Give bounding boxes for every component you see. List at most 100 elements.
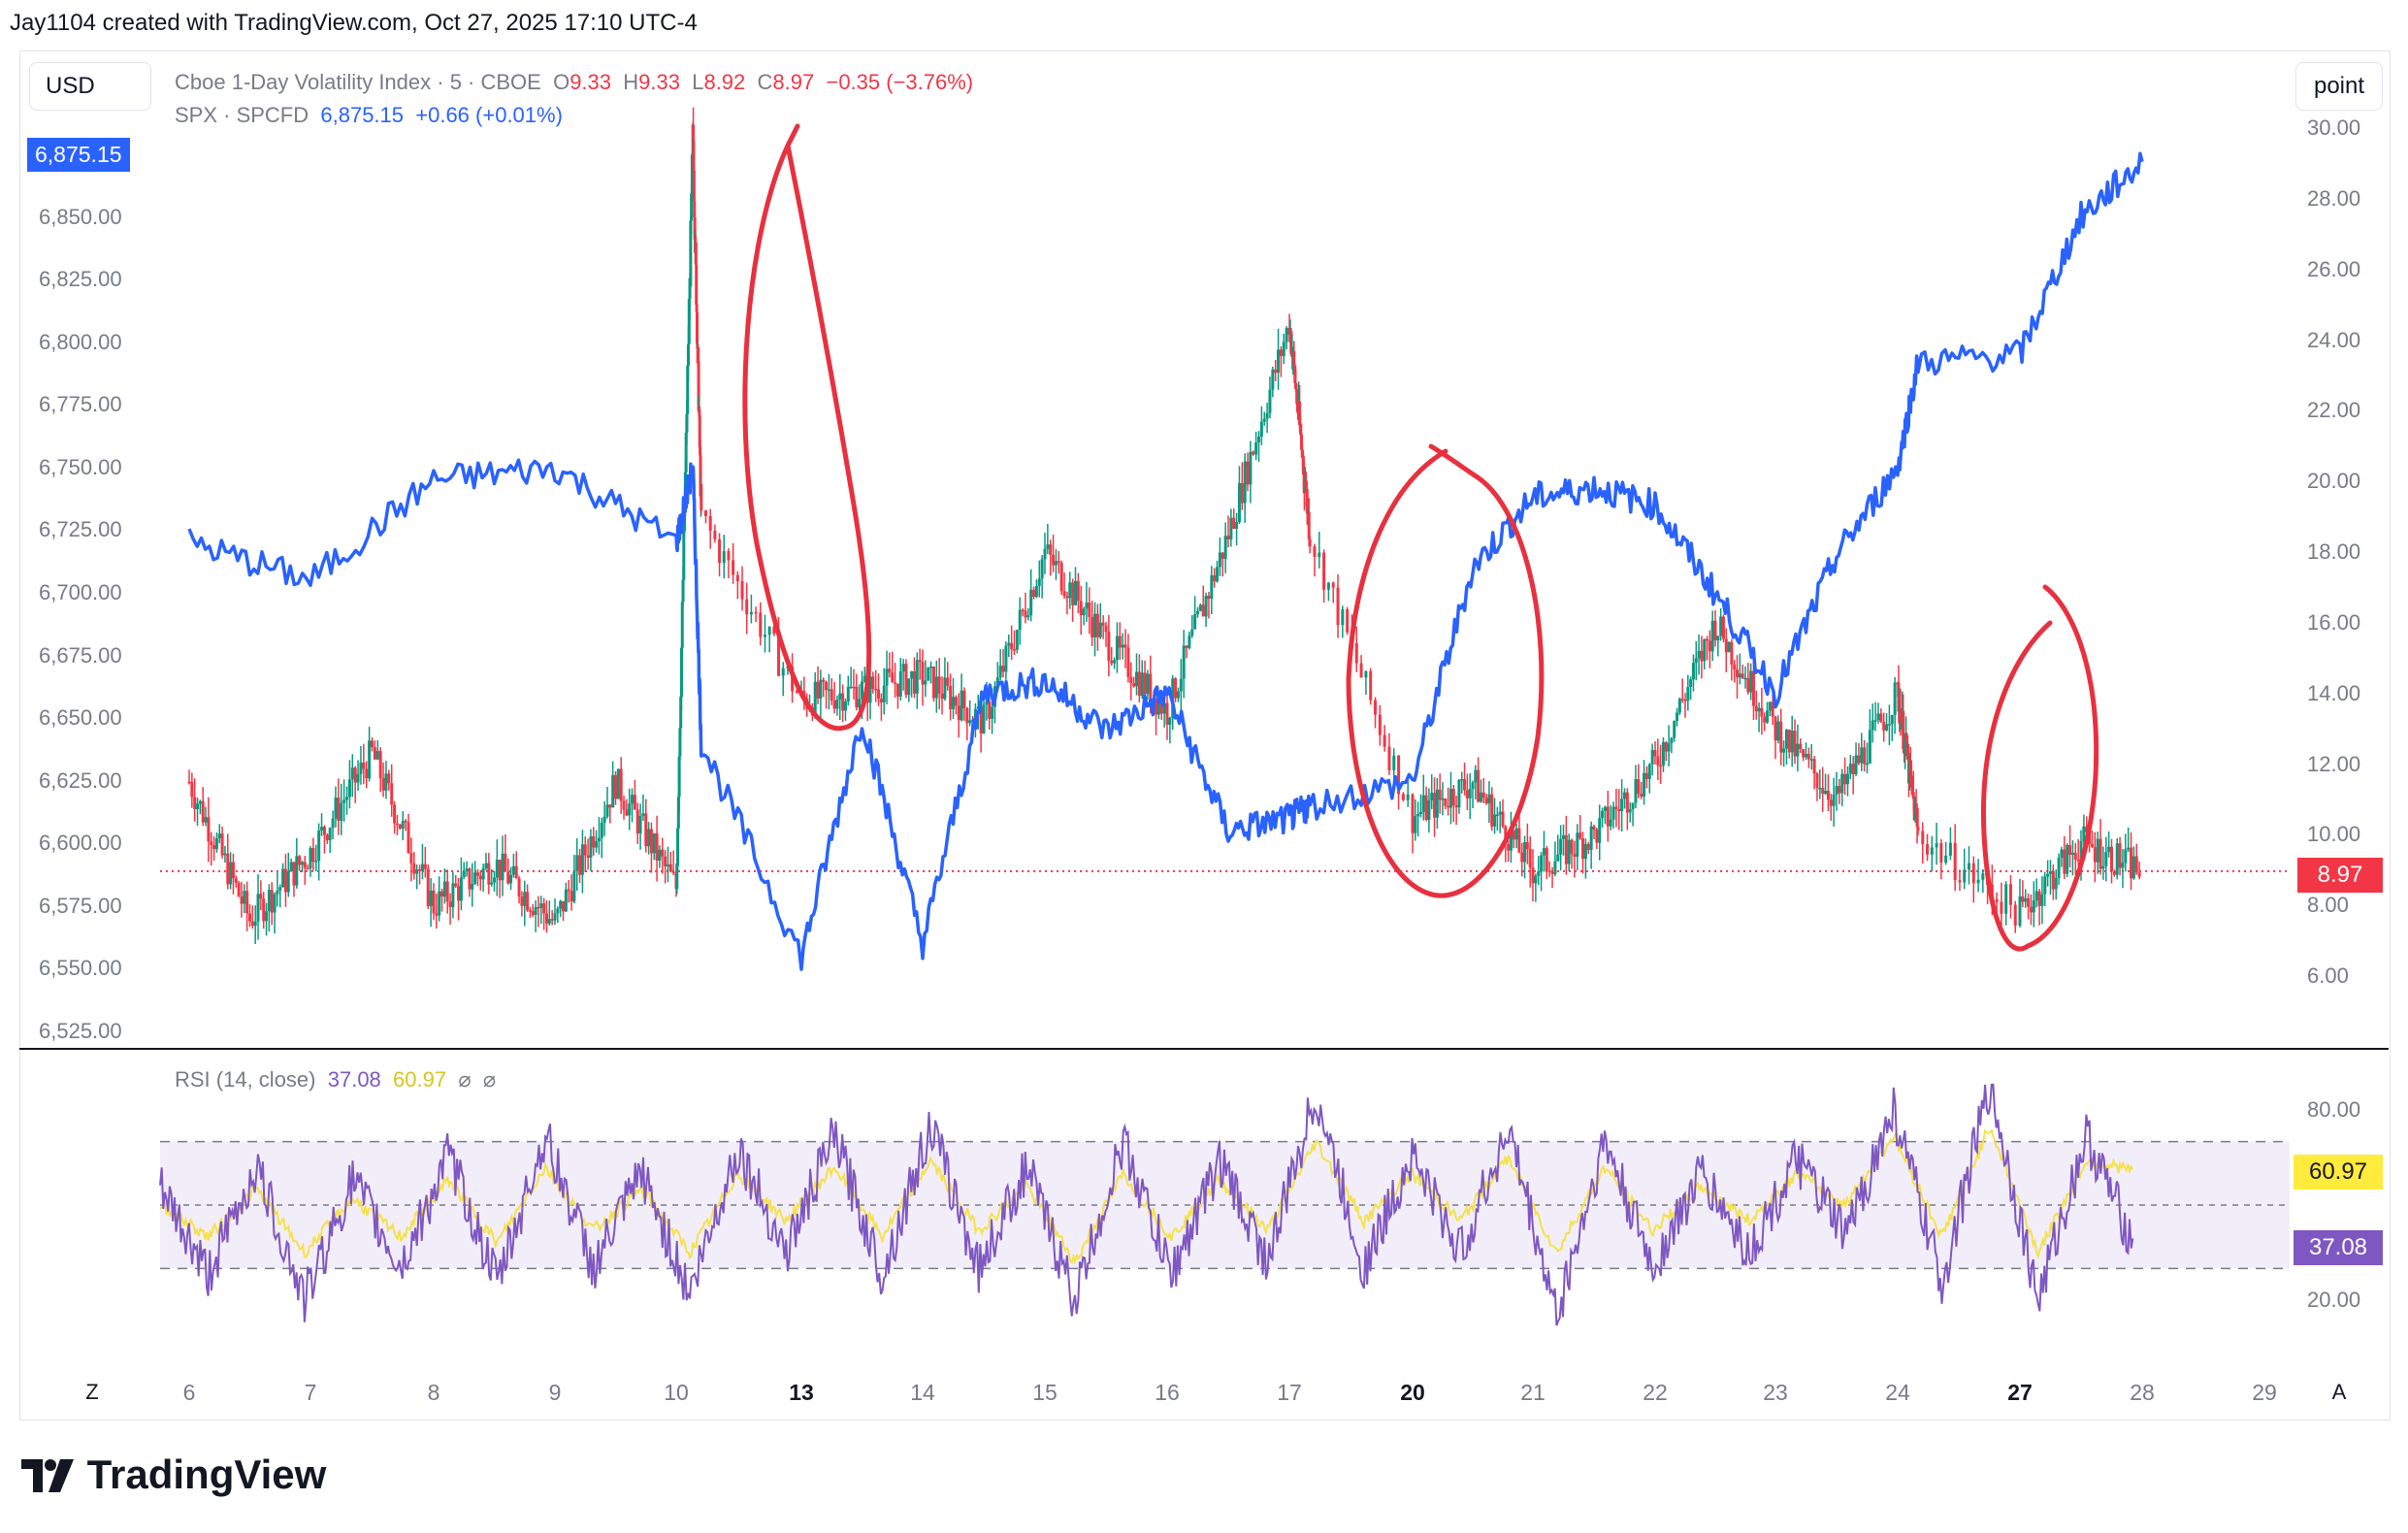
vix-candle <box>322 827 326 835</box>
vix-candle <box>1295 388 1299 405</box>
vix-candle <box>1760 707 1764 717</box>
vix-candle <box>1448 789 1452 808</box>
vix-candle <box>689 220 693 287</box>
vix-axis-tick: 26.00 <box>2307 256 2361 281</box>
vix-candles-layer <box>187 107 2141 944</box>
vix-candle <box>1743 677 1747 680</box>
vix-candle <box>454 883 458 887</box>
time-axis-tick: 9 <box>548 1380 562 1405</box>
vix-candle <box>342 799 346 803</box>
vix-candle <box>314 861 318 863</box>
vix-candle <box>718 538 722 564</box>
spx-legend[interactable]: SPX · SPCFD 6,875.15 +0.66 (+0.01%) <box>175 103 563 128</box>
vix-candle <box>1909 775 1913 780</box>
vix-candle <box>838 693 842 700</box>
vix-candle <box>1603 806 1607 811</box>
vix-candle <box>1686 687 1690 701</box>
rsi-line <box>159 1083 2134 1326</box>
vix-candle <box>1156 701 1160 715</box>
vix-candle <box>2096 838 2099 863</box>
vix-candle <box>767 626 771 636</box>
rsi-ma-legend-value: 60.97 <box>393 1067 447 1092</box>
vix-candle <box>286 870 290 893</box>
vix-candle <box>1294 382 1298 389</box>
rsi-legend[interactable]: RSI (14, close) 37.08 60.97 ⌀ ⌀ <box>175 1067 496 1093</box>
vix-candle <box>1944 855 1948 864</box>
spx-line-layer <box>187 151 2144 971</box>
vix-candle <box>553 913 557 921</box>
vix-candle <box>676 797 680 829</box>
vix-candle <box>1845 773 1849 785</box>
auto-scale-left-button[interactable]: Z <box>85 1380 99 1404</box>
vix-candle <box>1921 831 1925 845</box>
vix-candle <box>484 863 488 868</box>
vix-candle <box>1904 740 1907 753</box>
vix-candle <box>658 849 662 861</box>
vix-candle <box>1135 671 1138 687</box>
spx-axis-tick: 6,725.00 <box>39 517 122 542</box>
vix-candle <box>493 877 496 883</box>
vix-candle <box>1559 838 1563 855</box>
vix-candle <box>929 667 933 669</box>
vix-candle <box>1694 658 1698 664</box>
vix-candle <box>1806 753 1810 760</box>
vix-candle <box>694 242 698 265</box>
vix-candle <box>1235 522 1239 529</box>
tradingview-logo-icon <box>21 1459 74 1492</box>
currency-button[interactable]: USD <box>29 62 151 111</box>
vix-candle <box>1118 636 1122 648</box>
vix-candle <box>589 836 593 858</box>
vix-candle <box>353 767 357 783</box>
vix-candle <box>1029 589 1033 616</box>
vix-candle <box>378 751 382 778</box>
vix-candle <box>1430 793 1434 800</box>
vix-candle <box>1018 609 1022 631</box>
vix-candle <box>1143 672 1147 695</box>
pane-separator[interactable] <box>19 1048 2389 1050</box>
vix-candle <box>1190 629 1194 636</box>
auto-scale-right-button[interactable]: A <box>2331 1380 2347 1404</box>
vix-candle <box>1805 753 1807 758</box>
vix-candle <box>2018 896 2022 927</box>
vix-axis-tick: 24.00 <box>2307 327 2361 352</box>
vix-candle <box>830 689 833 701</box>
vix-candle <box>1592 826 1596 830</box>
vix-candle <box>1132 683 1136 687</box>
vix-price-tag: 8.97 <box>2297 858 2383 893</box>
vix-candle <box>586 855 590 858</box>
vix-candle <box>675 865 679 890</box>
vix-candle <box>1916 827 1920 832</box>
vix-candle <box>1667 742 1671 752</box>
vix-candle <box>1252 451 1255 455</box>
rsi-axis-tick: 20.00 <box>2307 1288 2361 1312</box>
vix-candle <box>210 841 213 846</box>
vix-legend[interactable]: Cboe 1-Day Volatility Index · 5 · CBOE O… <box>175 70 973 95</box>
vix-candle <box>337 798 341 822</box>
vix-low-label: L <box>692 70 704 94</box>
vix-candle <box>949 685 953 709</box>
vix-candle <box>1107 632 1111 661</box>
vix-candle <box>671 871 675 873</box>
vix-candle <box>442 881 446 897</box>
vix-candle <box>1689 679 1693 688</box>
vix-candle <box>1637 779 1641 795</box>
vix-candle <box>647 829 651 847</box>
vix-candle <box>1068 582 1072 599</box>
vix-candle <box>697 361 700 411</box>
vix-candle <box>1893 682 1897 716</box>
vix-candle <box>1908 760 1912 776</box>
vix-candle <box>1418 811 1422 814</box>
vix-candle <box>1484 798 1488 804</box>
vix-candle <box>1165 702 1169 726</box>
vix-candle <box>1517 828 1521 853</box>
vix-candle <box>1121 644 1124 648</box>
vix-candle <box>445 881 449 902</box>
vix-candle <box>644 813 648 847</box>
vix-candle <box>1071 582 1075 605</box>
vix-candle <box>1392 755 1396 770</box>
vix-candle <box>409 853 413 864</box>
vix-candle <box>395 823 399 826</box>
scale-unit-button[interactable]: point <box>2295 62 2383 111</box>
vix-candle <box>471 883 474 890</box>
